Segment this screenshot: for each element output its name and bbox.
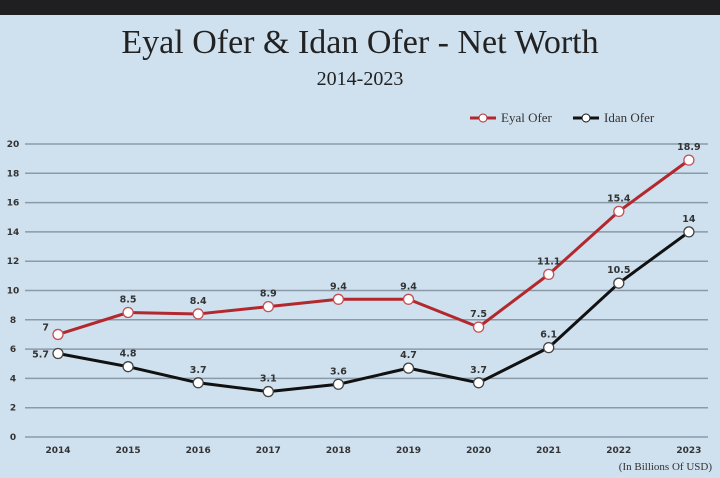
x-tick-label: 2016: [186, 446, 211, 456]
x-tick-label: 2019: [396, 446, 421, 456]
data-point: [52, 347, 64, 360]
x-tick-label: 2020: [466, 446, 491, 456]
data-label: 7.5: [470, 309, 487, 320]
unit-note: (In Billions Of USD): [618, 461, 712, 473]
data-point: [472, 377, 485, 389]
data-point: [402, 293, 415, 305]
data-point: [122, 306, 134, 319]
legend-label-0: Eyal Ofer: [501, 110, 553, 125]
data-point: [683, 226, 695, 238]
data-label: 18.9: [677, 142, 700, 153]
data-point: [192, 377, 204, 389]
y-tick-label: 18: [7, 169, 20, 179]
y-tick-label: 14: [7, 228, 20, 238]
data-point: [683, 154, 695, 166]
data-point: [122, 361, 134, 373]
data-point: [613, 277, 625, 289]
y-tick-label: 4: [10, 374, 16, 384]
data-label: 9.4: [330, 281, 347, 292]
data-label: 8.5: [120, 294, 137, 305]
data-label: 3.7: [190, 365, 207, 376]
data-label: 8.9: [260, 289, 277, 300]
data-label: 11.1: [537, 256, 560, 267]
y-tick-label: 12: [7, 257, 20, 267]
data-point: [402, 362, 415, 374]
legend-marker-0: [478, 113, 488, 123]
x-tick-label: 2018: [326, 446, 351, 456]
y-tick-label: 2: [10, 404, 16, 414]
data-label: 14: [682, 214, 696, 225]
data-label: 4.8: [120, 349, 137, 360]
data-label: 15.4: [607, 193, 631, 204]
y-tick-label: 0: [10, 433, 16, 443]
data-label: 9.4: [400, 281, 417, 292]
data-point: [192, 308, 204, 320]
y-tick-label: 20: [7, 140, 20, 150]
x-tick-label: 2021: [536, 446, 561, 456]
y-tick-label: 8: [10, 316, 16, 326]
data-label: 3.7: [470, 365, 487, 376]
chart-title: Eyal Ofer & Idan Ofer - Net Worth: [121, 24, 599, 61]
data-point: [52, 328, 64, 341]
data-point: [332, 293, 345, 305]
chart-subtitle: 2014-2023: [316, 68, 404, 90]
data-label: 3.6: [330, 366, 347, 377]
data-point: [262, 385, 274, 398]
data-point: [332, 378, 345, 390]
top-bar: [0, 0, 720, 15]
x-tick-label: 2023: [676, 446, 701, 456]
y-tick-label: 6: [10, 345, 16, 355]
series-line-0: [57, 158, 690, 336]
series-line-1: [57, 230, 690, 394]
y-tick-label: 16: [7, 199, 20, 209]
data-point: [543, 268, 555, 281]
y-tick-label: 10: [7, 287, 20, 297]
x-tick-label: 2015: [116, 446, 141, 456]
data-label: 5.7: [32, 349, 49, 360]
data-label: 8.4: [190, 296, 207, 307]
x-tick-label: 2014: [45, 446, 70, 456]
data-point: [543, 341, 555, 354]
data-label: 10.5: [607, 265, 630, 276]
data-point: [613, 205, 625, 218]
data-label: 7: [42, 322, 49, 333]
data-label: 4.7: [400, 350, 417, 361]
x-tick-label: 2022: [606, 446, 631, 456]
legend-marker-1: [581, 113, 591, 123]
x-tick-label: 2017: [256, 446, 281, 456]
data-point: [262, 300, 274, 313]
data-label: 3.1: [260, 374, 277, 385]
data-label: 6.1: [540, 330, 557, 341]
legend-label-1: Idan Ofer: [604, 110, 655, 125]
data-point: [472, 321, 485, 333]
